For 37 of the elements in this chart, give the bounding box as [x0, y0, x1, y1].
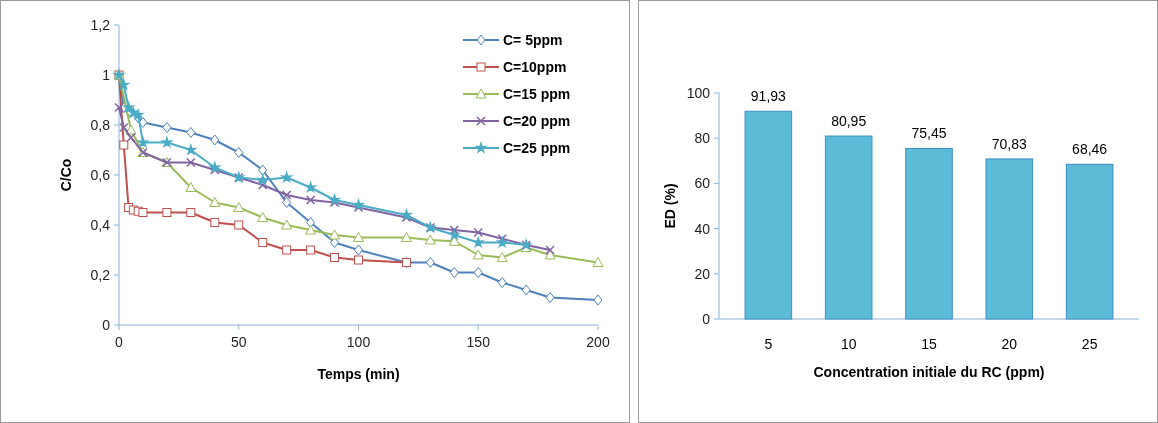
x-tick-label: 50	[230, 334, 247, 350]
x-tick-label: 0	[115, 334, 124, 350]
data-label: 70,83	[991, 135, 1028, 152]
y-tick-label: 1,2	[90, 16, 111, 33]
x-axis-title: Concentration initiale du RC (ppm)	[813, 364, 1045, 380]
x-tick-label: 100	[346, 334, 371, 350]
y-tick-label: 80	[694, 130, 711, 147]
x-tick-label: 25	[1081, 336, 1098, 352]
data-label: 91,93	[750, 88, 787, 105]
y-axis-title: ED (%)	[662, 183, 678, 229]
y-tick-label: 40	[694, 220, 711, 237]
x-tick-label: 10	[840, 336, 857, 352]
x-tick-label: 15	[921, 336, 937, 352]
data-label: 68,46	[1072, 141, 1108, 158]
y-axis-title: C/Co	[58, 158, 74, 192]
y-tick-label: 0,6	[90, 166, 111, 183]
data-label: 75,45	[911, 125, 947, 142]
y-tick-label: 100	[686, 84, 711, 101]
y-tick-label: 1	[102, 66, 111, 83]
y-tick-label: 0	[102, 316, 111, 333]
legend-label: C=25 ppm	[503, 139, 571, 156]
x-axis-title: Temps (min)	[317, 366, 400, 382]
legend-label: C=10ppm	[503, 58, 567, 75]
x-tick-label: 20	[1001, 336, 1018, 352]
x-tick-label: 200	[586, 334, 610, 350]
y-tick-label: 20	[694, 265, 711, 282]
legend-label: C= 5ppm	[503, 31, 563, 48]
y-tick-label: 0,4	[90, 216, 111, 233]
x-tick-label: 5	[764, 336, 773, 352]
legend-label: C=15 ppm	[503, 85, 571, 102]
y-tick-label: 0,2	[90, 266, 111, 283]
x-tick-label: 150	[466, 334, 491, 350]
y-tick-label: 0	[702, 310, 711, 327]
y-tick-label: 60	[694, 175, 711, 192]
y-tick-label: 0,8	[90, 116, 111, 133]
legend-label: C=20 ppm	[503, 112, 571, 129]
data-label: 80,95	[831, 113, 867, 130]
